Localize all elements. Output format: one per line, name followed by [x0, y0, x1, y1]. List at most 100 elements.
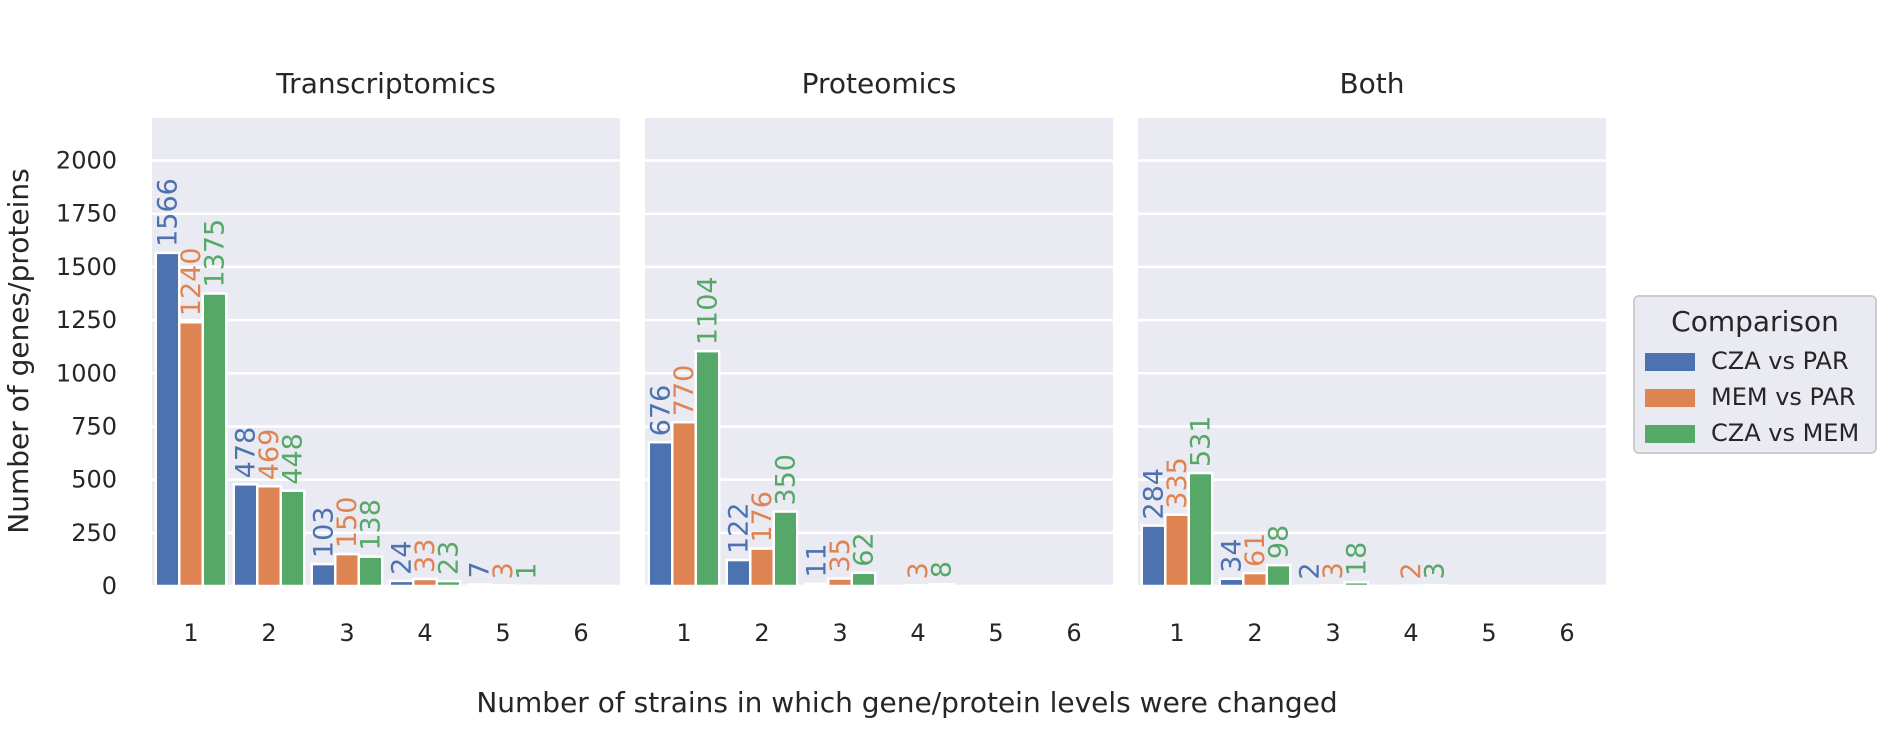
plot-background	[645, 118, 1113, 586]
data-label: 98	[1264, 525, 1295, 559]
data-label: 2	[1396, 562, 1427, 579]
x-tick-label: 5	[1481, 619, 1496, 647]
data-label: 33	[410, 539, 441, 573]
data-label: 3	[1318, 562, 1349, 579]
bar	[256, 484, 282, 588]
data-label: 150	[332, 497, 363, 549]
bar	[466, 583, 493, 588]
bar	[694, 349, 721, 588]
bar	[671, 420, 697, 588]
bar	[357, 555, 384, 588]
bar	[1265, 563, 1292, 588]
x-tick-label: 1	[183, 619, 198, 647]
bar	[850, 571, 877, 588]
y-tick-label: 0	[102, 572, 117, 600]
bar	[803, 582, 830, 588]
data-label: 62	[849, 532, 880, 566]
bar	[1320, 584, 1346, 588]
data-label: 531	[1186, 415, 1217, 467]
data-label: 8	[927, 561, 958, 578]
legend-label-mem-vs-par: MEM vs PAR	[1711, 383, 1856, 411]
data-label: 11	[802, 543, 833, 577]
legend-label-cza-vs-mem: CZA vs MEM	[1711, 419, 1860, 447]
x-tick-label: 1	[676, 619, 691, 647]
bar	[749, 547, 775, 588]
bar	[1187, 471, 1214, 588]
x-tick-label: 3	[1325, 619, 1340, 647]
y-tick-label: 500	[71, 466, 117, 494]
data-label: 103	[309, 507, 340, 559]
bar	[928, 583, 955, 588]
bar	[1164, 513, 1190, 588]
facet-title: Proteomics	[802, 67, 957, 100]
bar	[232, 483, 259, 588]
data-label: 1	[512, 563, 543, 580]
data-label: 7	[465, 561, 496, 578]
legend-swatch-cza-vs-mem	[1645, 425, 1695, 443]
bar	[1140, 524, 1167, 588]
x-tick-label: 6	[1066, 619, 1081, 647]
x-tick-label: 6	[1559, 619, 1574, 647]
y-axis-label: Number of genes/proteins	[2, 168, 35, 533]
x-tick-label: 4	[910, 619, 925, 647]
x-tick-label: 4	[1403, 619, 1418, 647]
facet-title: Both	[1339, 67, 1404, 100]
data-label: 448	[278, 433, 309, 485]
y-tick-label: 1250	[56, 306, 117, 334]
plot-background	[1138, 118, 1606, 586]
data-label: 3	[1420, 562, 1451, 579]
x-axis-label: Number of strains in which gene/protein …	[476, 686, 1337, 719]
y-tick-label: 250	[71, 519, 117, 547]
data-label: 122	[724, 503, 755, 555]
x-tick-label: 2	[1247, 619, 1262, 647]
bar	[334, 552, 360, 588]
data-label: 284	[1139, 468, 1170, 520]
bar	[412, 577, 438, 588]
facet-panel-transcriptomics: Transcriptomics 0 250 500 750 1000 1250 1500 175…	[56, 67, 620, 647]
y-tick-label: 1750	[56, 200, 117, 228]
x-tick-label: 5	[988, 619, 1003, 647]
y-tick-label: 750	[71, 412, 117, 440]
data-label: 35	[825, 538, 856, 572]
legend-swatch-cza-vs-par	[1645, 353, 1695, 371]
bar	[827, 577, 853, 588]
bar	[1343, 580, 1370, 588]
bar	[201, 292, 228, 588]
x-tick-label: 4	[417, 619, 432, 647]
data-label: 478	[231, 427, 262, 479]
data-label: 3	[903, 562, 934, 579]
data-label: 61	[1240, 533, 1271, 567]
bar	[435, 579, 462, 588]
bar	[725, 558, 752, 588]
x-tick-label: 6	[573, 619, 588, 647]
data-label: 2	[1295, 562, 1326, 579]
plot-background	[152, 118, 620, 586]
data-label: 24	[387, 541, 418, 575]
data-label: 18	[1342, 542, 1373, 576]
data-label: 1104	[693, 276, 724, 345]
data-label: 1566	[153, 178, 184, 247]
bar	[279, 489, 306, 588]
y-tick-label: 1000	[56, 359, 117, 387]
bar	[178, 320, 204, 588]
x-tick-label: 3	[832, 619, 847, 647]
legend-label-cza-vs-par: CZA vs PAR	[1711, 347, 1849, 375]
facet-title: Transcriptomics	[275, 67, 496, 100]
y-tick-label: 1500	[56, 253, 117, 281]
bar	[1242, 571, 1268, 588]
bar	[772, 510, 799, 588]
data-label: 350	[771, 454, 802, 506]
legend: Comparison CZA vs PAR MEM vs PAR CZA vs …	[1633, 295, 1877, 454]
bar	[388, 579, 415, 588]
y-tick-label: 2000	[56, 147, 117, 175]
x-tick-label: 3	[339, 619, 354, 647]
bar	[310, 562, 337, 588]
x-tick-label: 1	[1169, 619, 1184, 647]
data-label: 3	[488, 562, 519, 579]
bar	[1421, 584, 1448, 588]
data-label: 138	[356, 499, 387, 551]
x-tick-label: 2	[261, 619, 276, 647]
